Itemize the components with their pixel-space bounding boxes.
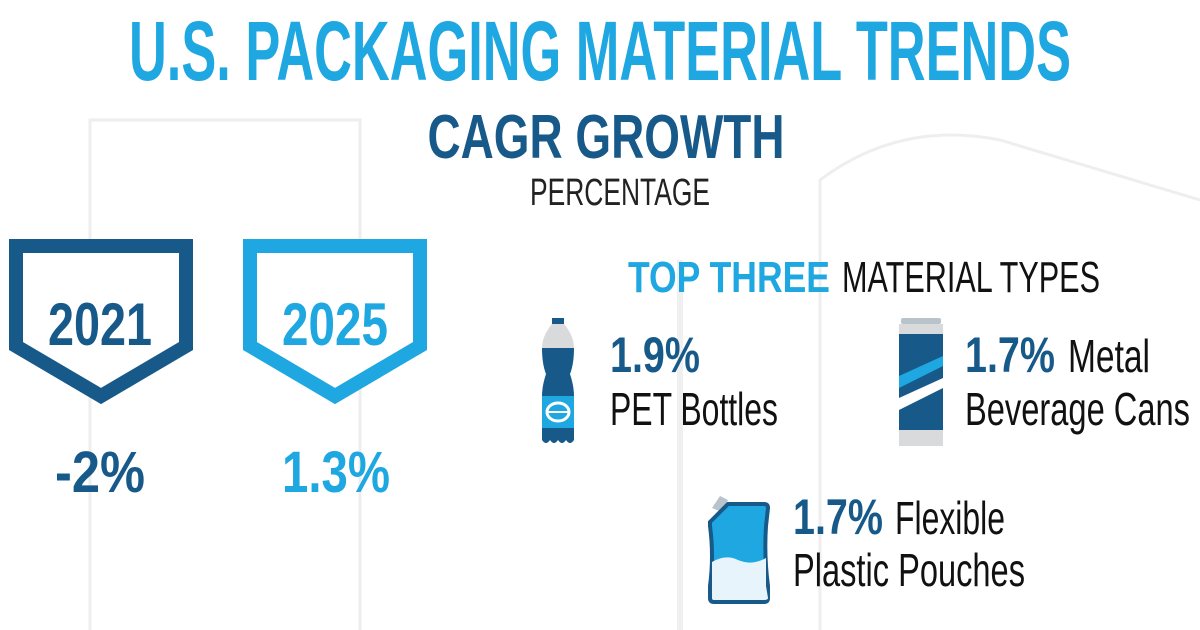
pouches-value: 1.7% <box>793 489 883 545</box>
can-icon <box>899 318 943 446</box>
pet-bottles-label: PET Bottles <box>610 383 778 435</box>
year-2025-value: 1.3% <box>282 440 390 505</box>
bottle-icon <box>542 318 574 443</box>
metal-cans-value: 1.7% <box>965 327 1055 383</box>
year-2021-label: 2021 <box>48 291 152 358</box>
unit-label: PERCENTAGE <box>530 172 710 214</box>
pouch-icon <box>708 496 771 604</box>
pouches-label: Plastic Pouches <box>793 544 1025 596</box>
year-2025-label: 2025 <box>282 291 388 358</box>
year-2021-value: -2% <box>55 440 145 505</box>
page-subtitle: CAGR GROWTH <box>428 103 785 172</box>
metal-cans-label-line1: Metal <box>1068 330 1150 382</box>
pet-bottles-value: 1.9% <box>610 327 700 383</box>
metal-cans-label: Beverage Cans <box>965 383 1190 435</box>
top-three-heading-highlight: TOP THREE <box>628 253 830 302</box>
pouches-label-line1: Flexible <box>895 492 1005 544</box>
page-title: U.S. PACKAGING MATERIAL TRENDS <box>129 4 1071 98</box>
shield-2021-icon <box>9 239 193 405</box>
shield-2025-icon <box>243 239 427 405</box>
top-three-heading-rest: MATERIAL TYPES <box>842 253 1100 302</box>
